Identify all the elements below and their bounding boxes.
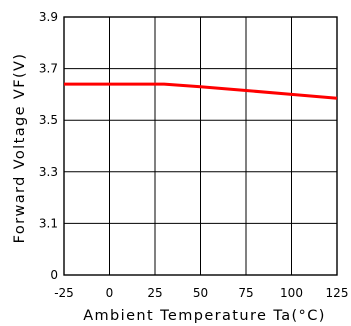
x-tick-label: 25 [147,286,162,300]
series-layer [64,82,338,100]
y-tick-label: 3.1 [39,216,58,230]
series-line [64,82,338,100]
x-tick-label: -25 [54,286,74,300]
y-tick-label: 3.9 [39,10,58,24]
y-tick-labels: 0 3.1 3.3 3.5 3.7 3.9 [39,10,58,282]
x-tick-label: 0 [106,286,114,300]
x-tick-label: 75 [238,286,253,300]
grid-lines [64,17,337,275]
y-tick-label: 3.5 [39,113,58,127]
x-axis-title: Ambient Temperature Ta(°C) [83,308,326,324]
y-tick-label: 3.3 [39,165,58,179]
x-tick-label: 100 [280,286,303,300]
x-tick-label: 125 [326,286,349,300]
y-tick-label: 3.7 [39,62,58,76]
y-axis-title: Forward Voltage VF(V) [12,53,28,244]
plot-area-frame [63,16,338,276]
x-tick-labels: -25 0 25 50 75 100 125 [54,286,348,300]
x-tick-label: 50 [193,286,208,300]
y-tick-label: 0 [50,268,58,282]
